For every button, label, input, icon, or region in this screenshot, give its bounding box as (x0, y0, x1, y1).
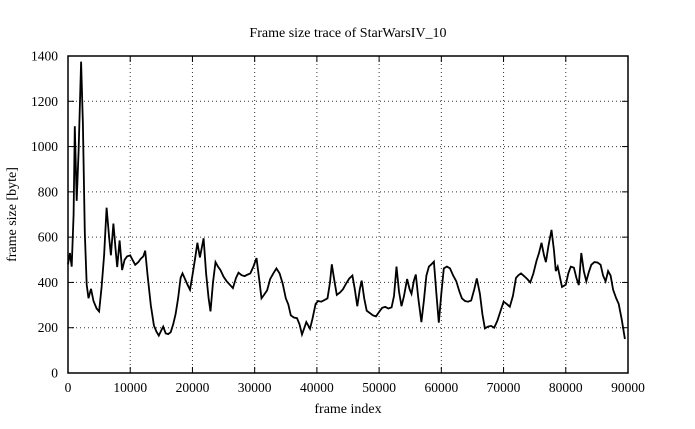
x-tick-label: 50000 (362, 380, 396, 395)
data-series (67, 61, 626, 340)
x-tick-label: 80000 (549, 380, 583, 395)
x-tick-label: 10000 (113, 380, 147, 395)
plot-frame-rect (67, 55, 629, 374)
x-tick-label: 40000 (300, 380, 334, 395)
y-tick-label: 600 (38, 230, 59, 245)
frame-size-trace-line (67, 61, 626, 340)
y-tick-label: 1400 (31, 49, 58, 64)
x-tick-label: 60000 (424, 380, 458, 395)
y-tick-label: 0 (51, 366, 58, 381)
chart-title: Frame size trace of StarWarsIV_10 (249, 26, 446, 41)
x-axis-label: frame index (314, 402, 381, 417)
y-axis-label: frame size [byte] (5, 167, 20, 262)
y-tick-label: 800 (38, 184, 59, 199)
x-tick-label: 90000 (611, 380, 645, 395)
axis-ticks (67, 55, 629, 374)
y-tick-label: 200 (38, 320, 59, 335)
y-tick-label: 1200 (31, 94, 58, 109)
x-tick-label: 20000 (176, 380, 210, 395)
y-tick-label: 400 (38, 275, 59, 290)
plot-border (67, 55, 629, 374)
x-tick-label: 70000 (487, 380, 521, 395)
x-tick-label: 0 (65, 380, 72, 395)
x-tick-label: 30000 (238, 380, 272, 395)
y-tick-label: 1000 (31, 139, 58, 154)
tick-labels: 0 10000 20000 30000 40000 50000 60000 70000 8000… (31, 49, 645, 396)
grid-lines (68, 56, 628, 373)
